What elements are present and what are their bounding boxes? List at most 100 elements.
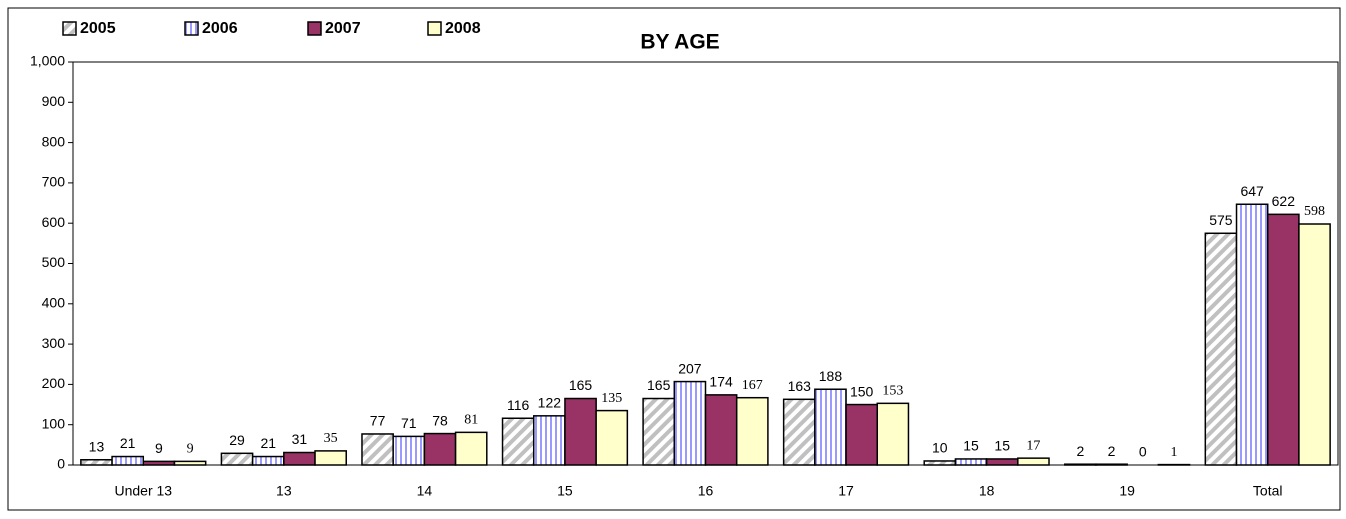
- data-label: 15: [994, 438, 1010, 454]
- data-label: 10: [932, 440, 948, 456]
- data-label: 174: [709, 374, 733, 390]
- data-label: 575: [1209, 212, 1233, 228]
- chart-border: [7, 7, 1341, 511]
- bar: [923, 460, 957, 466]
- legend-label: 2005: [80, 20, 116, 37]
- bar: [173, 460, 207, 466]
- data-label: 9: [187, 442, 194, 457]
- x-tick-label: 16: [698, 483, 714, 499]
- bar: [642, 397, 676, 466]
- data-label: 35: [324, 431, 338, 446]
- data-label: 77: [370, 413, 386, 429]
- data-label: 122: [538, 395, 562, 411]
- data-label: 150: [850, 383, 874, 399]
- data-label: 163: [788, 378, 812, 394]
- x-tick-label: Under 13: [114, 483, 172, 499]
- bar: [595, 409, 629, 466]
- bar: [111, 455, 145, 466]
- bar: [1235, 203, 1269, 466]
- y-tick-label: 1,000: [30, 53, 65, 69]
- x-tick-label: 18: [979, 483, 995, 499]
- data-label: 15: [963, 438, 979, 454]
- legend-swatch: [307, 21, 322, 36]
- bar: [283, 451, 316, 466]
- x-tick-label: 14: [417, 483, 433, 499]
- y-tick-label: 900: [42, 93, 66, 109]
- y-tick-label: 0: [57, 456, 65, 472]
- data-label: 2: [1076, 443, 1084, 459]
- bar: [1017, 457, 1050, 466]
- data-label: 188: [819, 368, 843, 384]
- bar: [1298, 223, 1331, 466]
- y-tick-label: 700: [42, 174, 66, 190]
- bar: [673, 380, 707, 466]
- bar: [704, 394, 738, 466]
- bar: [314, 450, 347, 466]
- legend-label: 2008: [445, 20, 481, 37]
- bar: [985, 458, 1019, 466]
- data-label: 2: [1108, 443, 1116, 459]
- bar: [220, 452, 254, 466]
- data-label: 598: [1304, 204, 1325, 219]
- x-tick-label: 13: [276, 483, 292, 499]
- bar: [361, 433, 394, 466]
- bar: [1095, 463, 1128, 466]
- y-tick-label: 200: [42, 375, 66, 391]
- chart-title: BY AGE: [640, 31, 719, 54]
- bar: [80, 459, 113, 466]
- bar: [814, 388, 847, 466]
- x-tick-label: 17: [838, 483, 854, 499]
- data-label: 165: [647, 377, 671, 393]
- y-tick-label: 800: [42, 133, 66, 149]
- data-label: 13: [89, 438, 105, 454]
- data-label: 29: [229, 432, 245, 448]
- bar: [501, 417, 535, 466]
- y-tick-label: 300: [42, 335, 66, 351]
- data-label: 153: [882, 384, 903, 399]
- data-label: 207: [678, 360, 702, 376]
- y-tick-label: 600: [42, 214, 66, 230]
- data-label: 1: [1170, 445, 1177, 460]
- legend-swatch: [184, 21, 199, 36]
- data-label: 17: [1026, 438, 1040, 453]
- data-label: 81: [464, 413, 478, 428]
- data-label: 622: [1272, 193, 1296, 209]
- bar: [1204, 232, 1238, 466]
- bar: [735, 396, 769, 466]
- data-label: 116: [507, 397, 530, 413]
- legend-swatch: [62, 21, 77, 36]
- data-label: 647: [1240, 183, 1264, 199]
- bar: [251, 455, 285, 466]
- bar: [423, 432, 457, 466]
- data-label: 9: [155, 440, 163, 456]
- data-label: 0: [1139, 444, 1147, 460]
- bar: [1064, 463, 1097, 466]
- bar: [876, 402, 910, 466]
- legend-label: 2007: [325, 20, 361, 37]
- data-label: 31: [292, 431, 308, 447]
- bar: [392, 435, 426, 466]
- bar: [954, 458, 988, 466]
- bar: [564, 397, 597, 466]
- x-tick-label: 15: [557, 483, 573, 499]
- data-label: 71: [401, 415, 417, 431]
- bar: [1266, 213, 1300, 466]
- data-label: 78: [432, 412, 448, 428]
- data-label: 21: [260, 435, 276, 451]
- data-label: 165: [569, 377, 593, 393]
- bar: [845, 403, 879, 466]
- bar: [454, 431, 488, 466]
- y-tick-label: 100: [42, 415, 66, 431]
- legend-swatch: [427, 21, 442, 36]
- x-tick-label: Total: [1253, 483, 1283, 499]
- bar: [142, 460, 176, 466]
- data-label: 135: [601, 391, 622, 406]
- bar: [782, 398, 816, 466]
- x-tick-label: 19: [1119, 483, 1135, 499]
- data-label: 167: [742, 378, 763, 393]
- legend-label: 2006: [202, 20, 238, 37]
- y-tick-label: 500: [42, 254, 66, 270]
- y-tick-label: 400: [42, 295, 66, 311]
- data-label: 21: [120, 435, 136, 451]
